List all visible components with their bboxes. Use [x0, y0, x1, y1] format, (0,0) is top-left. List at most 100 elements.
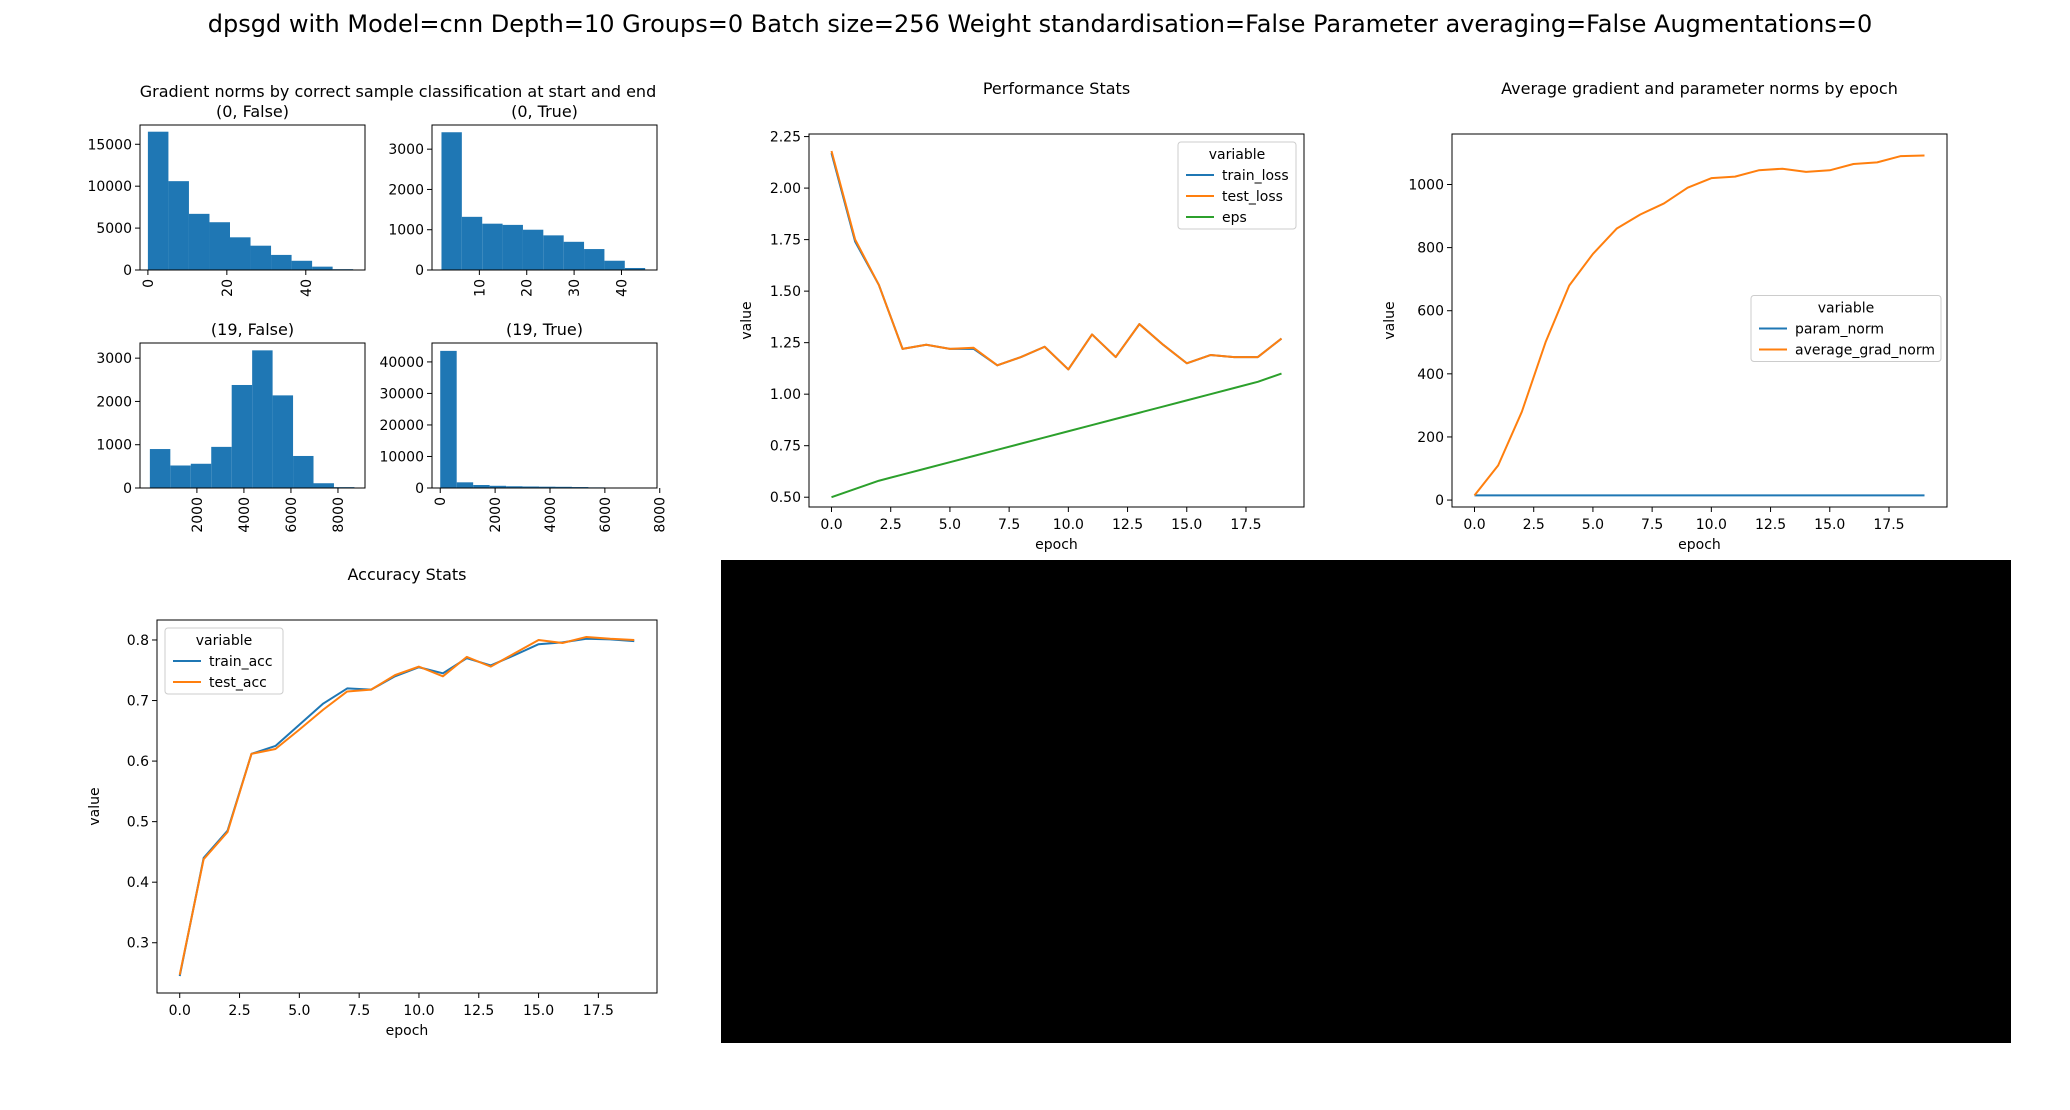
x-tick-label: 17.5 [583, 1003, 614, 1019]
legend-label: train_loss [1222, 168, 1289, 184]
histogram-bar [482, 223, 503, 270]
histogram-hist10: (19, False) 0 1000 2000 3000 2000 4000 6000 8000 [96, 320, 366, 533]
y-tick-label: 0.50 [770, 490, 801, 506]
histogram-bar [563, 241, 585, 270]
x-tick-label: 7.5 [348, 1003, 370, 1019]
chart-title: Accuracy Stats [348, 565, 467, 584]
legend-box [1750, 295, 1942, 362]
series-line-eps [831, 372, 1282, 499]
histogram-bar [252, 350, 273, 488]
y-tick-label: 0.5 [127, 815, 149, 831]
histogram-bar [555, 486, 572, 488]
avg_norms-axes-frame [1451, 133, 1948, 508]
legend-box [1177, 141, 1297, 230]
legend-box [164, 627, 284, 695]
histogram-axes-frame [431, 124, 658, 271]
x-tick-label: 5.0 [939, 517, 961, 533]
histogram-bar [149, 449, 171, 488]
x-tick-label: 0 [141, 279, 157, 288]
x-tick-label: 2.5 [1523, 517, 1545, 533]
histogram-bar [502, 224, 523, 270]
histogram-bar [231, 384, 253, 488]
histogram-axes-frame [139, 342, 366, 489]
subplot-title: (19, False) [211, 320, 294, 339]
x-tick-label: 2.5 [880, 517, 902, 533]
x-tick-label: 2.5 [228, 1003, 250, 1019]
y-tick-label: 0 [415, 263, 424, 279]
histogram-bar [440, 350, 457, 488]
y-tick-label: 1000 [388, 223, 424, 239]
y-tick-label: 0 [415, 481, 424, 497]
x-tick-label: 6000 [284, 497, 300, 533]
accuracy-axes-frame [156, 619, 658, 994]
x-tick-label: 15.0 [523, 1003, 554, 1019]
histogram-bar [250, 245, 272, 270]
y-tick-label: 0.4 [127, 875, 149, 891]
x-tick-label: 7.5 [998, 517, 1020, 533]
y-tick-label: 40000 [379, 355, 424, 371]
y-axis-label: value [1382, 301, 1398, 339]
histogram-bar [170, 465, 191, 488]
histogram-hist00: (0, False) 0 5000 10000 15000 0 20 40 [87, 102, 366, 297]
histogram-bar [293, 455, 314, 488]
histogram-bar [543, 235, 564, 270]
legend-label: average_grad_norm [1795, 343, 1935, 359]
x-tick-label: 6000 [598, 497, 614, 533]
histogram-bar [461, 216, 483, 270]
legend: variable param_norm average_grad_norm [1750, 295, 1942, 362]
y-tick-label: 1.25 [770, 336, 801, 352]
legend-title: variable [196, 633, 252, 649]
y-tick-label: 1.75 [770, 233, 801, 249]
y-tick-label: 2000 [388, 182, 424, 198]
y-tick-label: 0.7 [127, 694, 149, 710]
histogram-bar [441, 132, 462, 270]
x-tick-label: 12.5 [1112, 517, 1143, 533]
histogram-hist01: (0, True) 0 1000 2000 3000 10 20 30 40 [388, 102, 658, 297]
x-tick-label: 30 [567, 279, 583, 297]
legend: variable train_acc test_acc [164, 627, 284, 695]
histogram-bar [584, 249, 605, 270]
x-tick-label: 10 [472, 279, 488, 297]
histogram-bar [271, 254, 292, 270]
x-tick-label: 20 [220, 279, 236, 297]
performance-axes-frame [808, 133, 1305, 508]
legend-title: variable [1818, 301, 1874, 317]
chart-title: Performance Stats [983, 79, 1130, 98]
y-axis-label: value [87, 787, 103, 825]
x-tick-label: 12.5 [463, 1003, 494, 1019]
line-chart-performance: Performance Stats 0.50 0.75 1.00 1.25 1.50 1.7… [739, 79, 1305, 553]
x-tick-label: 15.0 [1171, 517, 1202, 533]
y-tick-label: 20000 [379, 418, 424, 434]
x-tick-label: 17.5 [1873, 517, 1904, 533]
histogram-bar [272, 395, 294, 488]
legend-label: param_norm [1795, 322, 1884, 338]
x-tick-label: 15.0 [1814, 517, 1845, 533]
line-chart-avg_norms: Average gradient and parameter norms by … [1382, 79, 1948, 553]
y-tick-label: 400 [1417, 367, 1444, 383]
subplot-title: (19, True) [506, 320, 583, 339]
x-tick-label: 8000 [653, 497, 669, 533]
y-tick-label: 600 [1417, 304, 1444, 320]
histogram-bar [522, 229, 544, 270]
x-tick-label: 40 [614, 279, 630, 297]
subplot-title: (0, True) [511, 102, 578, 121]
histogram-bar [211, 446, 232, 488]
chart-title: Average gradient and parameter norms by … [1501, 79, 1898, 98]
x-tick-label: 40 [299, 279, 315, 297]
x-axis-label: epoch [1035, 537, 1078, 553]
histogram-bar [230, 237, 251, 270]
x-axis-label: epoch [386, 1023, 429, 1039]
legend-title: variable [1209, 147, 1265, 163]
y-tick-label: 1000 [96, 438, 132, 454]
empty-black-panel [721, 560, 2011, 1043]
y-tick-label: 0.8 [127, 633, 149, 649]
y-tick-label: 3000 [96, 351, 132, 367]
x-tick-label: 2000 [488, 497, 504, 533]
y-tick-label: 800 [1417, 241, 1444, 257]
legend-label: train_acc [209, 654, 273, 670]
histogram-bar [604, 260, 625, 270]
histogram-bar [522, 486, 540, 488]
y-tick-label: 0.75 [770, 439, 801, 455]
histogram-bar [473, 485, 490, 488]
